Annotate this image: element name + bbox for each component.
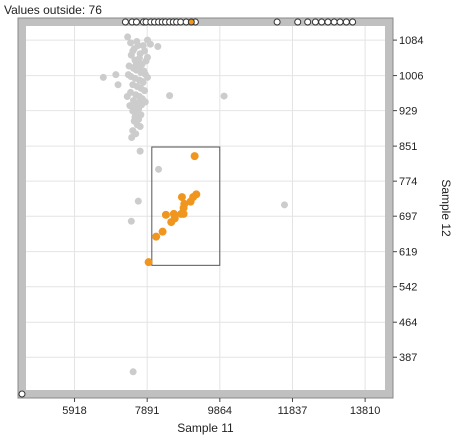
outside-markers <box>18 18 357 398</box>
unselected-point <box>146 40 154 48</box>
x-tick-label: 11837 <box>278 405 308 417</box>
unselected-point <box>154 42 162 50</box>
selected-point[interactable] <box>179 204 188 212</box>
unselected-point <box>124 71 132 79</box>
selected-point[interactable] <box>170 214 179 223</box>
outside-marker <box>336 18 344 26</box>
outside-marker <box>330 18 338 26</box>
unselected-point <box>123 93 131 101</box>
x-tick-label: 13810 <box>350 405 381 417</box>
outside-marker <box>121 18 129 26</box>
unselected-point <box>139 42 147 50</box>
frame-bar-right <box>385 18 393 398</box>
outside-marker-corner <box>18 390 26 398</box>
unselected-points <box>99 33 288 376</box>
unselected-point <box>141 98 149 106</box>
selected-point[interactable] <box>158 227 167 236</box>
outside-marker <box>324 18 332 26</box>
outside-marker <box>342 18 350 26</box>
plot-frame <box>18 18 393 398</box>
unselected-point <box>155 165 163 173</box>
y-tick-label: 697 <box>399 211 417 223</box>
y-tick-label: 1006 <box>399 71 423 83</box>
outside-marker <box>132 18 140 26</box>
y-tick-label: 464 <box>399 317 417 329</box>
unselected-point <box>166 92 174 100</box>
selected-point[interactable] <box>161 210 170 219</box>
unselected-point <box>114 81 122 89</box>
outside-marker <box>349 18 357 26</box>
frame-bar-left <box>18 18 26 398</box>
outside-marker-selected <box>187 18 195 26</box>
unselected-point <box>136 147 144 155</box>
outside-marker <box>318 18 326 26</box>
y-axis-label: Sample 12 <box>439 179 453 237</box>
unselected-point <box>142 57 150 65</box>
selected-points <box>144 152 201 267</box>
unselected-point <box>136 65 144 73</box>
outside-marker <box>304 18 312 26</box>
unselected-point <box>99 73 107 81</box>
selected-point[interactable] <box>152 232 161 241</box>
unselected-point <box>134 197 142 205</box>
x-axis-label: Sample 11 <box>177 421 234 435</box>
unselected-point <box>128 133 136 141</box>
y-tick-label: 1084 <box>399 35 423 47</box>
plot-border <box>17 17 394 399</box>
unselected-point <box>112 71 120 79</box>
unselected-point <box>141 87 149 95</box>
y-tick-label: 929 <box>399 106 417 118</box>
outside-marker <box>294 18 302 26</box>
y-axis-ticks: 387 464 542 619 697 774 851 929 1006 1084 <box>393 35 423 364</box>
x-axis-ticks: 5918 7891 9864 11837 13810 <box>62 398 380 417</box>
unselected-point <box>280 201 288 209</box>
x-tick-label: 5918 <box>62 405 86 417</box>
unselected-point <box>135 54 143 62</box>
y-tick-label: 619 <box>399 247 417 259</box>
y-tick-label: 387 <box>399 352 417 364</box>
outside-marker <box>273 18 281 26</box>
unselected-point <box>129 47 137 55</box>
outside-values-count: 76 <box>89 3 103 17</box>
x-tick-label: 7891 <box>135 405 159 417</box>
grid-lines <box>26 26 385 390</box>
outside-values-note: Values outside: 76 <box>4 3 102 17</box>
unselected-point <box>126 102 134 110</box>
selected-point[interactable] <box>192 190 201 199</box>
selected-point[interactable] <box>177 193 186 202</box>
y-tick-label: 774 <box>399 176 417 188</box>
unselected-point <box>144 73 152 81</box>
outside-values-label: Values outside: <box>4 3 85 17</box>
unselected-point <box>136 123 144 131</box>
frame-bar-bottom <box>18 390 393 398</box>
unselected-point <box>127 39 135 47</box>
unselected-point <box>138 78 146 86</box>
unselected-point <box>220 92 228 100</box>
unselected-point <box>127 217 135 225</box>
selected-point[interactable] <box>179 209 188 218</box>
unselected-point <box>129 368 137 376</box>
x-tick-label: 9864 <box>208 405 232 417</box>
outside-marker <box>311 18 319 26</box>
selection-box[interactable] <box>151 146 221 266</box>
y-tick-label: 851 <box>399 141 417 153</box>
y-tick-label: 542 <box>399 282 417 294</box>
unselected-point <box>134 42 142 50</box>
selected-point[interactable] <box>190 152 199 161</box>
frame-bar-top <box>18 18 393 26</box>
unselected-point <box>124 33 132 41</box>
selected-point[interactable] <box>144 258 153 267</box>
